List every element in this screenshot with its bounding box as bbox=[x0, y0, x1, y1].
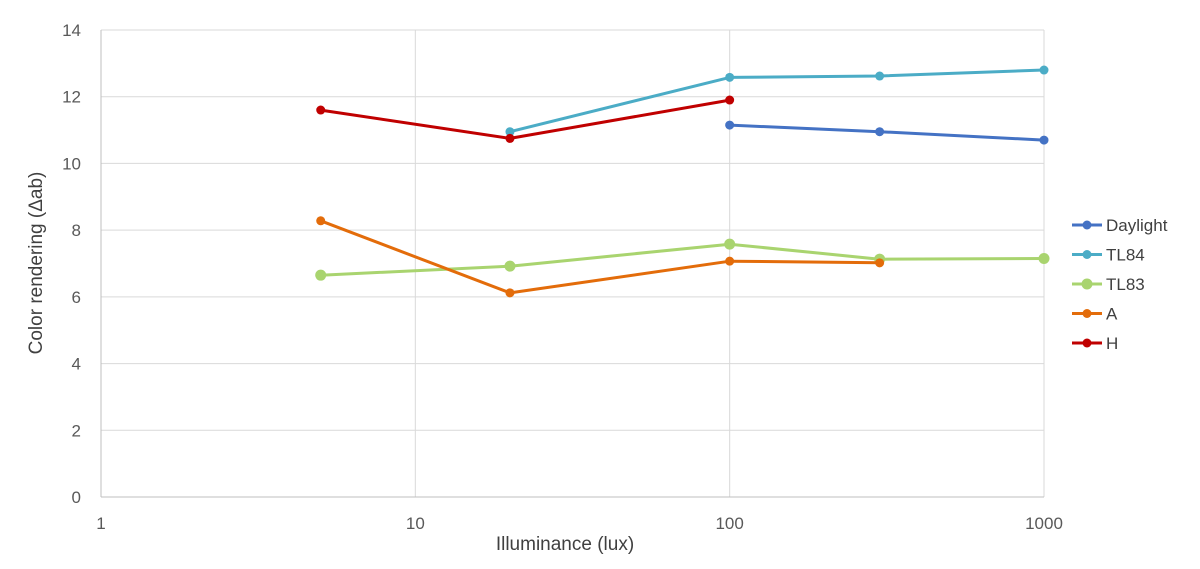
data-point bbox=[315, 269, 327, 281]
legend-label: Daylight bbox=[1106, 216, 1168, 235]
y-tick-label: 6 bbox=[72, 288, 81, 307]
x-tick-label: 1 bbox=[96, 514, 105, 533]
series-h bbox=[316, 95, 735, 143]
series-a bbox=[316, 216, 885, 298]
legend-swatch-marker bbox=[1081, 278, 1093, 290]
y-tick-label: 12 bbox=[62, 88, 81, 107]
legend-swatch-marker bbox=[1082, 309, 1092, 318]
y-tick-label: 8 bbox=[72, 221, 81, 240]
series-line bbox=[319, 98, 732, 140]
series-daylight bbox=[725, 120, 1049, 145]
data-point bbox=[316, 105, 326, 115]
data-point bbox=[725, 120, 735, 130]
x-axis-ticks: 1 10 100 1000 bbox=[96, 514, 1063, 533]
series-line bbox=[319, 242, 1046, 277]
data-point bbox=[725, 72, 735, 82]
legend-swatch-marker bbox=[1082, 250, 1092, 259]
x-tick-label: 1000 bbox=[1025, 514, 1063, 533]
legend: Daylight TL84 TL83 AH bbox=[1072, 216, 1168, 353]
legend-item: TL83 bbox=[1072, 275, 1145, 294]
grid bbox=[100, 29, 1045, 498]
legend-label: TL84 bbox=[1106, 246, 1145, 265]
data-point bbox=[875, 258, 885, 268]
legend-item: A bbox=[1072, 305, 1118, 324]
legend-label: A bbox=[1106, 305, 1118, 324]
x-tick-label: 10 bbox=[406, 514, 425, 533]
y-tick-label: 4 bbox=[72, 355, 81, 374]
y-tick-label: 14 bbox=[62, 21, 81, 40]
x-axis-title: Illuminance (lux) bbox=[496, 534, 634, 555]
series-line bbox=[319, 219, 882, 295]
legend-item: TL84 bbox=[1072, 246, 1145, 265]
legend-label: TL83 bbox=[1106, 275, 1145, 294]
data-point bbox=[725, 256, 735, 266]
data-point bbox=[505, 288, 515, 298]
x-tick-label: 100 bbox=[715, 514, 743, 533]
series-line bbox=[508, 68, 1046, 134]
data-point bbox=[725, 95, 735, 105]
legend-swatch-marker bbox=[1082, 220, 1092, 230]
data-point bbox=[505, 127, 515, 137]
data-point bbox=[1039, 65, 1049, 75]
y-tick-label: 0 bbox=[72, 488, 81, 507]
data-point bbox=[504, 260, 516, 272]
data-point bbox=[1038, 252, 1050, 264]
data-point bbox=[1039, 135, 1049, 145]
legend-label: H bbox=[1106, 334, 1118, 353]
series-tl84 bbox=[505, 65, 1049, 137]
legend-swatch-marker bbox=[1082, 338, 1092, 348]
data-point bbox=[875, 127, 885, 137]
legend-item: H bbox=[1072, 334, 1118, 353]
legend-item: Daylight bbox=[1072, 216, 1168, 235]
series-line bbox=[728, 123, 1046, 142]
y-axis-title: Color rendering (Δab) bbox=[26, 172, 47, 355]
data-point bbox=[316, 216, 326, 226]
series-lines bbox=[315, 65, 1050, 298]
y-axis-ticks: 0 2 4 6 8 10 12 14 bbox=[62, 21, 81, 507]
data-point bbox=[505, 133, 515, 143]
data-point bbox=[724, 238, 736, 250]
y-tick-label: 2 bbox=[72, 421, 81, 440]
data-point bbox=[875, 71, 885, 81]
y-tick-label: 10 bbox=[62, 154, 81, 173]
